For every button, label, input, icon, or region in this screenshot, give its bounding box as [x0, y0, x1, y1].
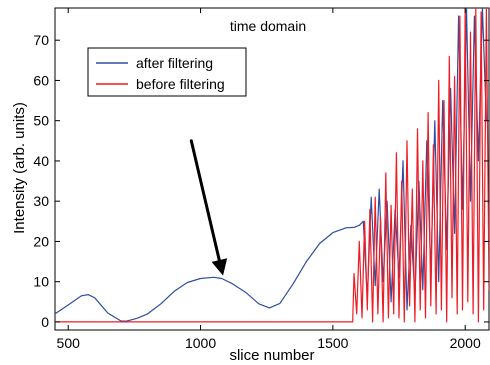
y-tick-label: 70 [33, 32, 49, 48]
annotation-arrow-shaft [189, 139, 223, 270]
chart-title: time domain [230, 18, 306, 34]
legend-box [87, 47, 247, 97]
x-tick-label: 2000 [450, 335, 481, 351]
x-tick-label: 500 [57, 335, 81, 351]
x-tick-label: 1000 [185, 335, 216, 351]
y-tick-label: 20 [33, 233, 49, 249]
y-tick-label: 10 [33, 274, 49, 290]
y-tick-label: 40 [33, 153, 49, 169]
y-tick-label: 60 [33, 72, 49, 88]
x-tick-label: 1500 [317, 335, 348, 351]
y-tick-label: 30 [33, 193, 49, 209]
annotation-arrow-head [211, 258, 228, 276]
y-axis-label: Intensity (arb. units) [11, 102, 28, 234]
legend-label-after-filtering: after filtering [136, 55, 213, 71]
series-line-before-filtering [55, 8, 489, 323]
y-tick-label: 50 [33, 113, 49, 129]
y-tick-label: 0 [41, 314, 49, 330]
legend: after filtering before filtering [87, 47, 247, 97]
x-axis-label: slice number [229, 347, 314, 364]
legend-label-before-filtering: before filtering [136, 76, 225, 92]
